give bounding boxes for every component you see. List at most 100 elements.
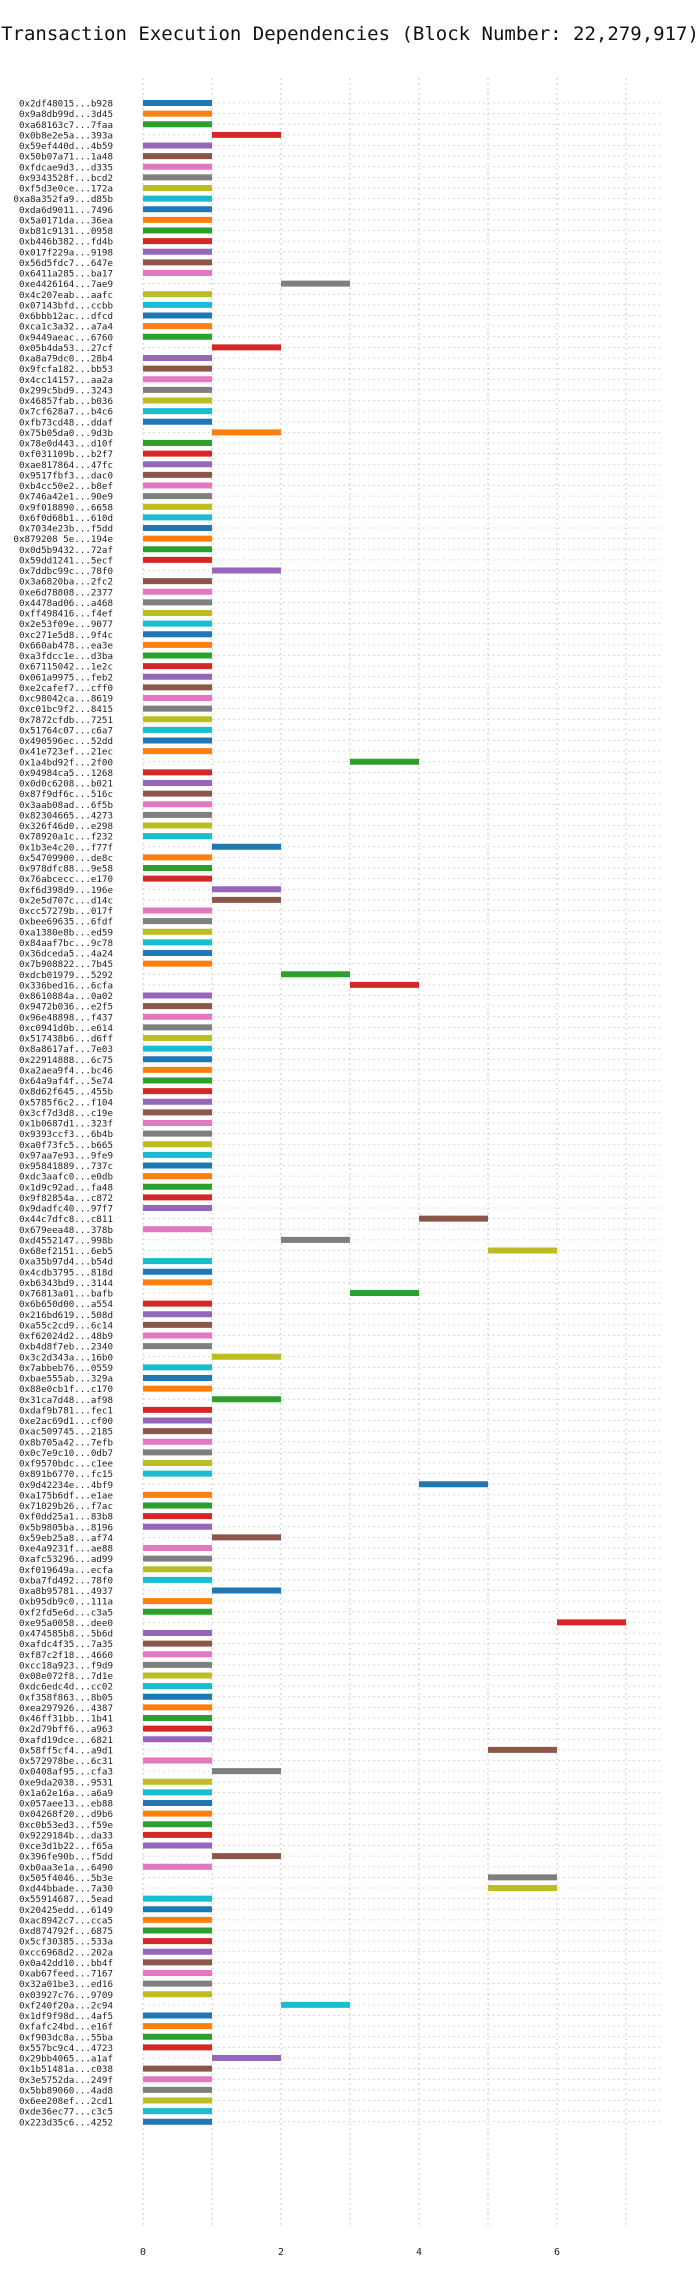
bar-mark [143, 301, 212, 308]
tick-label-y: 0x3e5752da...249f [19, 2075, 113, 2086]
tick-label-y: 0xafc53296...ad99 [19, 1554, 113, 1565]
tick-label-y: 0x84aaf7bc...9c78 [19, 938, 113, 949]
tick-label-y: 0x9229184b...da33 [19, 1830, 113, 1841]
tick-label-y: 0xf2fd5e6d...c3a5 [19, 1607, 113, 1618]
tick-label-y: 0x82304665...4273 [19, 810, 113, 821]
tick-label-y: 0xbee69635...6fdf [19, 917, 113, 928]
tick-label-y: 0x505f4046...5b3e [19, 1873, 113, 1884]
bar-mark [143, 355, 212, 361]
tick-label-y: 0x9a8db99d...3d45 [19, 109, 113, 120]
bar-mark [281, 971, 350, 978]
tick-label-y: 0xb446b382...fd4b [19, 237, 113, 248]
bar-mark [143, 1088, 212, 1095]
tick-label-y: 0x22914888...6c75 [19, 1055, 113, 1066]
bar-mark [143, 822, 212, 829]
bar-mark [143, 1109, 212, 1116]
bar-mark [143, 1141, 212, 1148]
bar-mark [143, 875, 212, 882]
tick-label-y: 0xac8942c7...cca5 [19, 1915, 113, 1926]
bar-mark [143, 780, 212, 786]
tick-label-y: 0x4478ad06...a468 [19, 598, 113, 609]
tick-label-y: 0x78920a1c...f232 [19, 832, 113, 843]
bar-mark [143, 153, 212, 160]
tick-label-y: 0x8610884a...0a02 [19, 991, 113, 1002]
bar-mark [143, 1842, 212, 1849]
tick-label-y: 0x59ef440d...4b59 [19, 141, 113, 152]
bar-mark [143, 2076, 212, 2083]
tick-label-y: 0xc271e5d8...9f4c [19, 630, 113, 641]
bar-mark [143, 1906, 212, 1913]
tick-label-y: 0x490596ec...52dd [19, 736, 113, 747]
bar-mark [143, 1024, 212, 1031]
tick-label-y: 0x6f0d68b1...610d [19, 513, 113, 524]
bar-mark [143, 1130, 212, 1137]
bar-mark [143, 939, 212, 946]
bar-mark [143, 950, 212, 956]
chart-title: Transaction Execution Dependencies (Bloc… [1, 23, 699, 45]
tick-label-y: 0xe2cafef7...cff0 [19, 683, 113, 694]
tick-label-y: 0x44c7dfc8...c811 [19, 1214, 113, 1225]
bar-mark [143, 1757, 212, 1764]
bar-mark [143, 1205, 212, 1211]
tick-label-y: 0x54709900...de8c [19, 853, 113, 864]
bar-mark [143, 620, 212, 627]
tick-label-y: 0xf6d398d9...196e [19, 885, 113, 896]
bar-mark [143, 578, 212, 585]
tick-label-y: 0xcc57279b...017f [19, 906, 113, 917]
tick-label-y: 0x572978be...6c31 [19, 1756, 113, 1767]
tick-label-y: 0xba7fd492...78f0 [19, 1575, 113, 1586]
tick-label-y: 0x1b3e4c20...f77f [19, 842, 113, 853]
tick-label-x: 4 [416, 2247, 422, 2258]
bar-mark [143, 1991, 212, 1998]
tick-label-y: 0xafd19dce...6821 [19, 1735, 113, 1746]
bar-mark [143, 928, 212, 935]
tick-label-y: 0x59eb25a8...af74 [19, 1533, 114, 1544]
tick-label-y: 0x0b8e2e5a...393a [19, 130, 113, 141]
bar-mark [143, 1470, 212, 1477]
tick-label-y: 0xa8a352fa9...d85b [13, 194, 113, 205]
tick-label-y: 0xc98042ca...8619 [19, 694, 113, 705]
tick-label-y: 0xd44bbade...7a30 [19, 1884, 113, 1895]
bar-mark [143, 163, 212, 170]
tick-label-y: 0x474585b8...5b6d [19, 1629, 113, 1640]
tick-label-y: 0xa8b95781...4937 [19, 1586, 113, 1597]
tick-label-y: 0xff498416...f4ef [19, 609, 113, 620]
bar-mark [143, 663, 212, 670]
tick-label-y: 0x3c2d343a...16b0 [19, 1352, 113, 1363]
bar-mark [143, 1321, 212, 1328]
tick-label-y: 0xf031109b...b2f7 [19, 449, 113, 460]
bar-mark [143, 1258, 212, 1265]
tick-label-y: 0x03927c76...9709 [19, 1990, 113, 2001]
bar-mark [143, 1173, 212, 1180]
bar-mark [143, 1651, 212, 1658]
bar-mark [143, 1460, 212, 1466]
bar-mark [143, 1736, 212, 1743]
bar-mark [143, 461, 212, 468]
tick-label-y: 0x46857fab...b036 [19, 396, 113, 407]
tick-label-y: 0x9393ccf3...6b4b [19, 1129, 113, 1140]
bar-mark [143, 726, 212, 733]
tick-label-y: 0x55914687...5ead [19, 1894, 113, 1905]
tick-label-y: 0xf240f20a...2c94 [19, 2000, 114, 2011]
bar-mark [143, 185, 212, 191]
bar-mark [143, 1608, 212, 1615]
tick-label-y: 0xfb73cd48...ddaf [19, 417, 113, 428]
bar-mark [143, 1438, 212, 1445]
bar-mark [143, 907, 212, 914]
tick-label-y: 0x326f46d0...e298 [19, 821, 113, 832]
bar-mark [143, 2033, 212, 2040]
bar-mark [143, 1980, 212, 1987]
tick-label-y: 0x6ee208ef...2cd1 [19, 2096, 113, 2107]
bar-mark [143, 493, 212, 500]
bar-mark [143, 1800, 212, 1806]
tick-label-y: 0xfdcae9d3...d335 [19, 162, 113, 173]
bar-mark [143, 397, 212, 404]
tick-label-y: 0x9dadfc40...97f7 [19, 1204, 113, 1215]
tick-label-y: 0xf358f863...8b05 [19, 1692, 113, 1703]
bar-mark [143, 2044, 212, 2051]
bar-mark [143, 1970, 212, 1976]
bar-mark [143, 1789, 212, 1796]
bar-mark [143, 1120, 212, 1126]
tick-label-y: 0x5bb89060...4ad8 [19, 2085, 113, 2096]
bar-mark [143, 546, 212, 553]
